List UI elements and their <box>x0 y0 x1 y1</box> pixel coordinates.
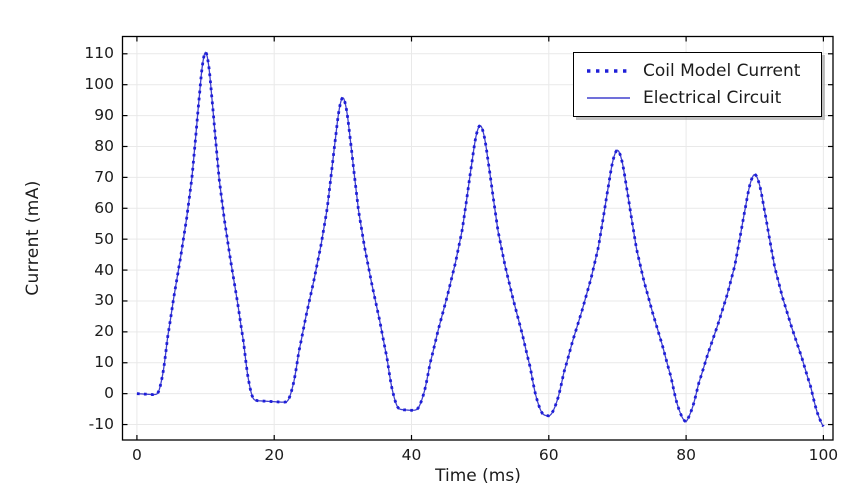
x-tick-label: 20 <box>264 446 285 464</box>
y-tick-label: 100 <box>84 75 114 94</box>
legend-item-coil-model-current: Coil Model Current <box>574 59 821 83</box>
y-tick-label: 90 <box>94 106 114 125</box>
y-tick-label: 110 <box>84 44 114 63</box>
y-tick-label: 20 <box>94 322 114 341</box>
legend-item-electrical-circuit: Electrical Circuit <box>574 86 821 110</box>
axes-frame <box>121 35 834 441</box>
y-tick-label: 40 <box>94 260 114 279</box>
y-tick-label: 10 <box>94 353 114 372</box>
dotted-line-sample-icon <box>587 69 630 73</box>
y-tick-label: 50 <box>94 229 114 248</box>
legend-label-coil-model-current: Coil Model Current <box>643 61 801 81</box>
x-tick-label: 40 <box>401 446 422 464</box>
y-tick-label: 60 <box>94 198 114 217</box>
series-coil-model-current <box>136 50 825 428</box>
legend-label-electrical-circuit: Electrical Circuit <box>643 88 782 108</box>
y-tick-label: 80 <box>94 136 114 155</box>
y-tick-label: 0 <box>104 384 114 403</box>
x-axis-title: Time (ms) <box>435 466 521 486</box>
y-tick-label: 30 <box>94 291 114 310</box>
y-tick-label: -10 <box>88 415 114 434</box>
y-axis-title: Current (mA) <box>23 180 43 296</box>
solid-line-sample-icon <box>587 97 630 99</box>
x-tick-label: 100 <box>808 446 839 464</box>
x-tick-label: 0 <box>131 446 142 464</box>
x-tick-label: 60 <box>538 446 559 464</box>
y-tick-label: 70 <box>94 167 114 186</box>
x-tick-label: 80 <box>676 446 696 464</box>
legend: Coil Model Current Electrical Circuit <box>573 52 822 117</box>
